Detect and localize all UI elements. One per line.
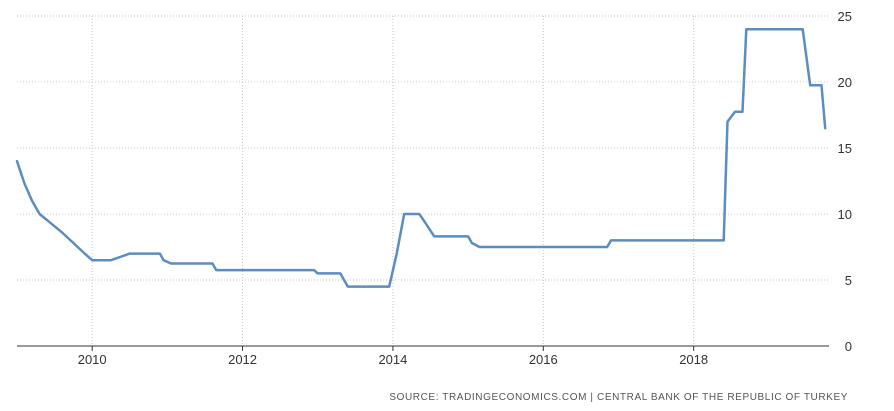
series-line: [15, 27, 827, 288]
x-tick-label: 2016: [529, 352, 558, 367]
y-tick-label: 10: [838, 207, 852, 222]
x-axis-tick-labels: 2010 2012 2014 2016 2018: [78, 352, 708, 367]
x-axis: [17, 345, 829, 351]
x-tick-label: 2014: [378, 352, 407, 367]
gridlines: [17, 15, 829, 346]
x-tick-label: 2010: [78, 352, 107, 367]
y-tick-label: 20: [838, 75, 852, 90]
y-tick-label: 5: [845, 273, 852, 288]
series-layer: [15, 27, 827, 288]
y-tick-label: 0: [845, 339, 852, 354]
x-tick-label: 2012: [228, 352, 257, 367]
x-tick-label: 2018: [679, 352, 708, 367]
y-axis-tick-labels: 0 5 10 15 20 25: [838, 9, 852, 354]
y-tick-label: 25: [838, 9, 852, 24]
source-note: SOURCE: TRADINGECONOMICS.COM | CENTRAL B…: [389, 392, 848, 403]
y-tick-label: 15: [838, 141, 852, 156]
